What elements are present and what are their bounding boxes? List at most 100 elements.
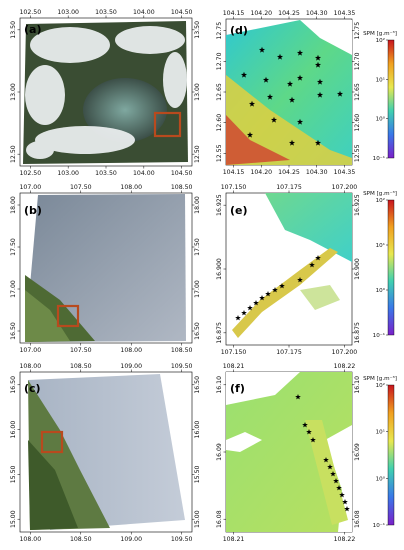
station-star (315, 255, 321, 261)
colorbar-tick-label: 10² (376, 197, 385, 204)
station-star (344, 506, 350, 512)
top-tick-label: 103.50 (95, 9, 117, 16)
top-tick-label: 104.35 (334, 10, 356, 17)
station-star (316, 78, 324, 85)
bottom-tick-label: 107.150 (221, 349, 247, 356)
station-star (296, 118, 304, 125)
right-tick-label: 18.00 (194, 196, 201, 214)
left-tick-label: 12.50 (10, 145, 17, 163)
station-star (266, 93, 274, 100)
panel-b-land-light (25, 290, 70, 342)
panel-f: (f) (225, 371, 353, 533)
top-tick-label: 107.00 (19, 184, 41, 191)
bottom-tick-label: 107.200 (332, 349, 358, 356)
top-tick-label: 104.15 (223, 10, 245, 17)
left-tick-label: 16.925 (216, 194, 223, 216)
station-star (279, 283, 285, 289)
bottom-tick-label: 109.00 (120, 536, 142, 543)
left-tick-label: 17.00 (10, 280, 17, 298)
colorbar-d-bar (387, 39, 395, 159)
left-tick-label: 17.50 (10, 238, 17, 256)
station-star (258, 46, 266, 53)
panel-e: (e) (225, 192, 353, 346)
top-tick-label: 108.50 (70, 363, 92, 370)
bottom-tick-label: 108.50 (70, 536, 92, 543)
top-tick-label: 104.20 (250, 10, 272, 17)
station-star (314, 139, 322, 146)
top-tick-label: 107.150 (221, 184, 247, 191)
station-star (272, 287, 278, 293)
right-tick-label: 16.08 (354, 510, 361, 528)
panel-e-label: (e) (230, 204, 248, 217)
colorbar-tick-label: 10¹ (376, 429, 385, 436)
station-star (246, 131, 254, 138)
top-tick-label: 104.25 (278, 10, 300, 17)
station-star (342, 499, 348, 505)
station-star (297, 277, 303, 283)
clouds-a (25, 26, 187, 159)
panel-f-channel (305, 420, 348, 525)
panel-c-land-dark (28, 440, 78, 530)
axis-ticks: 102.50 103.00 103.50 104.00 104.50 102.50 103.… (10, 9, 361, 543)
top-tick-label: 102.50 (19, 9, 41, 16)
left-tick-label: 16.00 (10, 421, 17, 439)
station-star (314, 54, 322, 61)
study-box-b (56, 304, 80, 328)
colorbar-e-bar (387, 199, 395, 336)
station-star (302, 422, 308, 428)
colorbar-tick-label: 10² (376, 37, 385, 44)
left-tick-label: 16.50 (10, 376, 17, 394)
left-tick-label: 16.09 (216, 443, 223, 461)
colorbar-tick-label: 10⁰ (376, 475, 386, 482)
station-star (296, 74, 304, 81)
station-star (339, 492, 345, 498)
right-tick-label: 12.70 (354, 52, 361, 70)
panel-f-water (226, 372, 352, 532)
panel-f-land-2 (226, 432, 262, 452)
left-tick-label: 12.65 (216, 83, 223, 101)
left-tick-label: 15.00 (10, 510, 17, 528)
bottom-tick-label: 103.00 (57, 170, 79, 177)
colorbar-d-title: SPM [g.m⁻³] (363, 30, 397, 37)
top-tick-label: 107.175 (276, 184, 302, 191)
station-star (265, 291, 271, 297)
station-star (253, 300, 259, 306)
station-star (306, 429, 312, 435)
stations-e (235, 255, 321, 321)
top-tick-label: 104.00 (133, 9, 155, 16)
left-tick-label: 16.08 (216, 510, 223, 528)
station-star (248, 100, 256, 107)
station-star (286, 80, 294, 87)
panel-b-label: (b) (24, 204, 42, 217)
right-tick-label: 12.75 (354, 22, 361, 40)
bottom-tick-label: 104.50 (171, 170, 193, 177)
station-star (309, 262, 315, 268)
panel-e-river (232, 248, 338, 338)
station-star (288, 139, 296, 146)
station-star (323, 457, 329, 463)
station-star (316, 91, 324, 98)
colorbar-tick-label: 10⁰ (376, 287, 386, 294)
bottom-tick-label: 108.00 (19, 536, 41, 543)
bottom-tick-label: 104.35 (334, 169, 356, 176)
top-tick-label: 107.50 (70, 184, 92, 191)
right-tick-label: 13.00 (194, 83, 201, 101)
panel-c: (c) (19, 371, 193, 533)
bottom-tick-label: 108.00 (120, 347, 142, 354)
panel-c-label: (c) (24, 382, 41, 395)
right-tick-label: 16.09 (354, 443, 361, 461)
station-star (288, 96, 296, 103)
panel-a: (a) (19, 17, 193, 167)
colorbar-d: SPM [g.m⁻³] 10² 10¹ 10⁰ 10⁻¹ (363, 30, 397, 162)
study-box-a (153, 111, 182, 138)
right-tick-label: 16.00 (194, 421, 201, 439)
panel-f-land-1 (226, 372, 300, 405)
bottom-tick-label: 109.50 (171, 536, 193, 543)
panel-f-label: (f) (230, 382, 245, 395)
bottom-tick-label: 107.175 (276, 349, 302, 356)
right-tick-label: 12.55 (354, 144, 361, 162)
gulf-of-thailand (83, 78, 167, 142)
panel-f-land-3 (325, 425, 352, 532)
colorbar-tick-label: 10⁻¹ (373, 522, 385, 529)
station-star (247, 305, 253, 311)
